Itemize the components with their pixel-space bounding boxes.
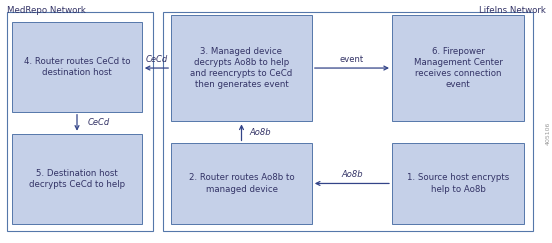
Text: MedRepo Network: MedRepo Network bbox=[7, 6, 86, 15]
Text: 1. Source host encrypts
help to Ao8b: 1. Source host encrypts help to Ao8b bbox=[407, 174, 509, 193]
Text: 6. Firepower
Management Center
receives connection
event: 6. Firepower Management Center receives … bbox=[413, 47, 503, 89]
Text: Ao8b: Ao8b bbox=[341, 170, 363, 180]
Text: 3. Managed device
decrypts Ao8b to help
and reencrypts to CeCd
then generates ev: 3. Managed device decrypts Ao8b to help … bbox=[190, 47, 293, 89]
Bar bbox=[392, 15, 524, 122]
Bar bbox=[171, 143, 312, 224]
Text: CeCd: CeCd bbox=[88, 118, 110, 127]
Text: 5. Destination host
decrypts CeCd to help: 5. Destination host decrypts CeCd to hel… bbox=[29, 169, 125, 189]
Text: 4. Router routes CeCd to
destination host: 4. Router routes CeCd to destination hos… bbox=[24, 57, 130, 77]
Bar bbox=[12, 134, 142, 224]
Bar bbox=[171, 15, 312, 122]
Text: event: event bbox=[340, 55, 364, 64]
Bar bbox=[12, 22, 142, 112]
Bar bbox=[392, 143, 524, 224]
Text: LifeIns Network: LifeIns Network bbox=[479, 6, 545, 15]
Bar bbox=[7, 12, 153, 231]
Text: 2. Router routes Ao8b to
managed device: 2. Router routes Ao8b to managed device bbox=[189, 174, 294, 193]
Text: Ao8b: Ao8b bbox=[250, 128, 272, 137]
Text: 405106: 405106 bbox=[546, 122, 551, 145]
Text: CeCd: CeCd bbox=[146, 55, 168, 64]
Bar bbox=[163, 12, 533, 231]
